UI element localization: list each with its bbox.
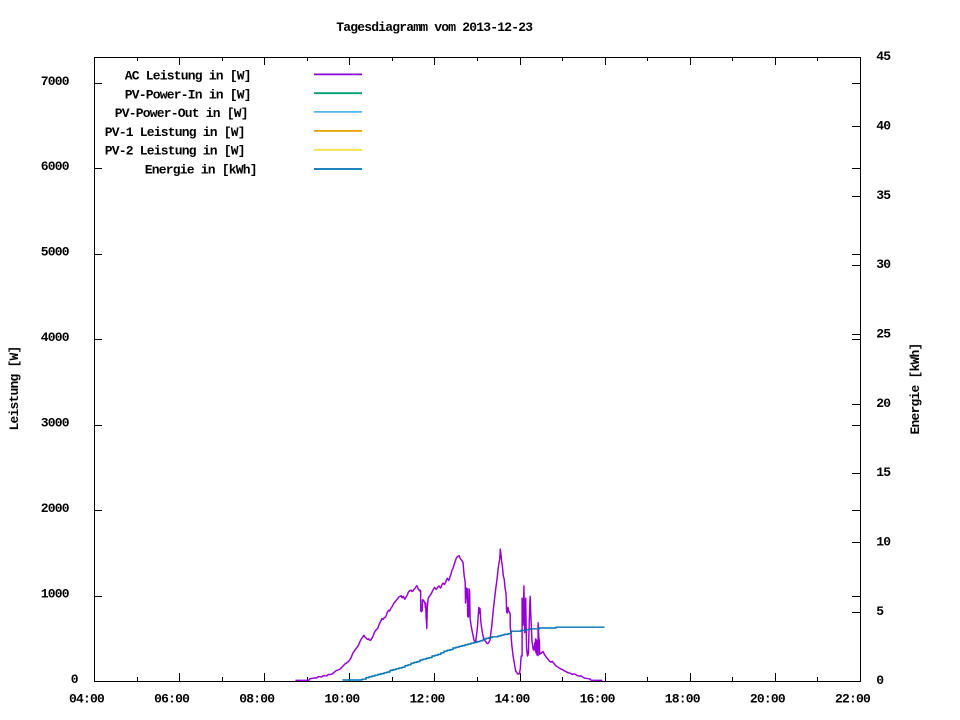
svg-text:16:00: 16:00 [580,691,616,706]
svg-text:PV-Power-In in [W]: PV-Power-In in [W] [125,87,251,102]
svg-text:PV-1 Leistung in [W]: PV-1 Leistung in [W] [105,125,245,140]
svg-text:40: 40 [876,118,891,133]
svg-text:15: 15 [876,465,891,480]
svg-text:PV-2 Leistung in [W]: PV-2 Leistung in [W] [105,144,245,159]
svg-text:0: 0 [71,672,79,687]
svg-text:12:00: 12:00 [409,691,445,706]
svg-text:08:00: 08:00 [239,691,275,706]
svg-text:45: 45 [876,49,891,64]
svg-text:2000: 2000 [41,501,70,516]
svg-text:AC Leistung in [W]: AC Leistung in [W] [125,69,251,84]
svg-text:5: 5 [876,604,884,619]
svg-text:10:00: 10:00 [324,691,360,706]
svg-text:1000: 1000 [41,586,70,601]
svg-text:22:00: 22:00 [835,691,871,706]
svg-text:20:00: 20:00 [750,691,786,706]
svg-text:06:00: 06:00 [154,691,190,706]
svg-text:4000: 4000 [41,330,70,345]
svg-text:25: 25 [876,326,891,341]
svg-text:20: 20 [876,396,891,411]
svg-text:Energie [kWh]: Energie [kWh] [908,343,923,434]
svg-text:6000: 6000 [41,159,70,174]
svg-text:Energie in [kWh]: Energie in [kWh] [145,163,257,178]
svg-text:PV-Power-Out in [W]: PV-Power-Out in [W] [115,106,248,121]
svg-text:Tagesdiagramm vom 2013-12-23: Tagesdiagramm vom 2013-12-23 [336,20,533,35]
svg-text:18:00: 18:00 [665,691,701,706]
svg-text:0: 0 [876,673,884,688]
svg-text:5000: 5000 [41,245,70,260]
svg-text:10: 10 [876,534,891,549]
svg-text:7000: 7000 [41,74,70,89]
svg-text:14:00: 14:00 [495,691,531,706]
svg-text:35: 35 [876,188,891,203]
svg-text:3000: 3000 [41,416,70,431]
svg-text:04:00: 04:00 [69,691,105,706]
svg-text:30: 30 [876,257,891,272]
svg-text:Leistung [W]: Leistung [W] [7,346,22,430]
